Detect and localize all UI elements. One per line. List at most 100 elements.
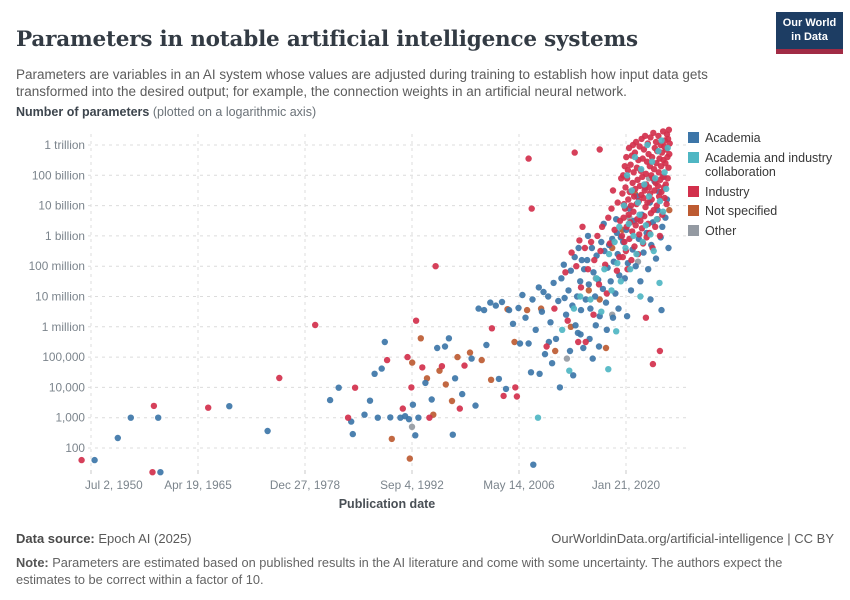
scatter-point[interactable] [562, 311, 570, 318]
scatter-point[interactable] [562, 269, 569, 276]
scatter-point[interactable] [91, 456, 98, 464]
scatter-point[interactable] [650, 206, 657, 214]
scatter-point[interactable] [622, 244, 629, 252]
scatter-point[interactable] [349, 430, 356, 438]
scatter-point[interactable] [577, 284, 585, 291]
scatter-point[interactable] [608, 205, 615, 212]
scatter-point[interactable] [371, 370, 378, 377]
scatter-point[interactable] [572, 322, 579, 329]
scatter-point[interactable] [594, 232, 601, 240]
scatter-point[interactable] [652, 175, 659, 182]
scatter-point[interactable] [620, 202, 628, 209]
scatter-point[interactable] [523, 306, 531, 314]
scatter-point[interactable] [547, 319, 554, 326]
scatter-point[interactable] [666, 206, 673, 214]
scatter-point[interactable] [648, 153, 656, 161]
scatter-point[interactable] [641, 132, 649, 140]
scatter-point[interactable] [656, 197, 664, 205]
scatter-point[interactable] [441, 343, 449, 350]
scatter-point[interactable] [652, 223, 659, 230]
scatter-point[interactable] [630, 208, 637, 215]
scatter-point[interactable] [422, 379, 429, 387]
scatter-point[interactable] [656, 347, 664, 355]
scatter-point[interactable] [555, 297, 562, 305]
scatter-point[interactable] [627, 202, 635, 209]
scatter-point[interactable] [584, 256, 591, 264]
scatter-point[interactable] [366, 397, 374, 404]
scatter-point[interactable] [613, 267, 621, 274]
scatter-point[interactable] [495, 375, 503, 383]
scatter-point[interactable] [611, 226, 618, 233]
scatter-point[interactable] [408, 384, 415, 391]
scatter-point[interactable] [590, 311, 597, 318]
scatter-point[interactable] [560, 261, 567, 268]
scatter-point[interactable] [597, 247, 604, 255]
scatter-point[interactable] [528, 205, 535, 212]
scatter-point[interactable] [637, 217, 644, 224]
scatter-point[interactable] [613, 328, 620, 335]
scatter-point[interactable] [623, 313, 631, 320]
scatter-point[interactable] [653, 202, 660, 209]
scatter-point[interactable] [585, 281, 592, 288]
scatter-point[interactable] [664, 175, 671, 182]
scatter-point[interactable] [412, 317, 420, 324]
scatter-point[interactable] [449, 431, 456, 438]
scatter-point[interactable] [565, 287, 572, 294]
scatter-point[interactable] [630, 193, 638, 200]
scatter-point[interactable] [642, 222, 650, 229]
scatter-point[interactable] [456, 405, 463, 412]
scatter-point[interactable] [622, 184, 629, 191]
scatter-point[interactable] [527, 369, 535, 376]
scatter-point[interactable] [655, 169, 662, 176]
scatter-point[interactable] [645, 266, 652, 273]
scatter-point[interactable] [534, 414, 542, 421]
scatter-point[interactable] [602, 344, 610, 352]
scatter-point[interactable] [621, 238, 628, 246]
scatter-point[interactable] [509, 320, 517, 327]
scatter-point[interactable] [445, 335, 453, 342]
scatter-point[interactable] [579, 223, 586, 230]
scatter-point[interactable] [623, 172, 631, 179]
scatter-point[interactable] [478, 356, 485, 364]
scatter-point[interactable] [632, 138, 640, 146]
scatter-point[interactable] [636, 231, 643, 238]
scatter-point[interactable] [536, 370, 543, 377]
scatter-point[interactable] [538, 308, 546, 315]
scatter-point[interactable] [566, 347, 574, 355]
scatter-point[interactable] [631, 153, 639, 161]
scatter-point[interactable] [567, 267, 574, 274]
scatter-point[interactable] [651, 187, 658, 194]
scatter-point[interactable] [545, 293, 552, 300]
scatter-point[interactable] [405, 416, 413, 423]
scatter-point[interactable] [480, 306, 488, 314]
scatter-point[interactable] [593, 275, 600, 282]
scatter-point[interactable] [511, 338, 518, 346]
scatter-point[interactable] [575, 338, 582, 346]
scatter-point[interactable] [487, 376, 495, 383]
scatter-point[interactable] [637, 293, 644, 300]
scatter-point[interactable] [661, 169, 668, 176]
scatter-point[interactable] [637, 278, 644, 285]
scatter-point[interactable] [616, 223, 623, 230]
scatter-point[interactable] [632, 222, 639, 229]
scatter-point[interactable] [335, 384, 342, 391]
scatter-point[interactable] [408, 423, 416, 430]
scatter-point[interactable] [631, 243, 638, 250]
scatter-point[interactable] [326, 396, 334, 404]
scatter-point[interactable] [412, 432, 419, 439]
scatter-point[interactable] [561, 294, 568, 302]
scatter-point[interactable] [659, 208, 667, 215]
scatter-point[interactable] [663, 200, 670, 208]
scatter-point[interactable] [661, 194, 668, 202]
scatter-point[interactable] [584, 232, 592, 240]
scatter-point[interactable] [658, 306, 665, 314]
scatter-point[interactable] [625, 220, 632, 227]
scatter-point[interactable] [618, 232, 626, 240]
scatter-point[interactable] [543, 343, 550, 350]
legend-item-1[interactable]: Academia and industry collaboration [688, 151, 840, 180]
scatter-point[interactable] [548, 360, 556, 367]
scatter-point[interactable] [584, 266, 592, 273]
scatter-point[interactable] [623, 153, 630, 161]
scatter-point[interactable] [596, 146, 603, 153]
scatter-point[interactable] [608, 287, 615, 294]
